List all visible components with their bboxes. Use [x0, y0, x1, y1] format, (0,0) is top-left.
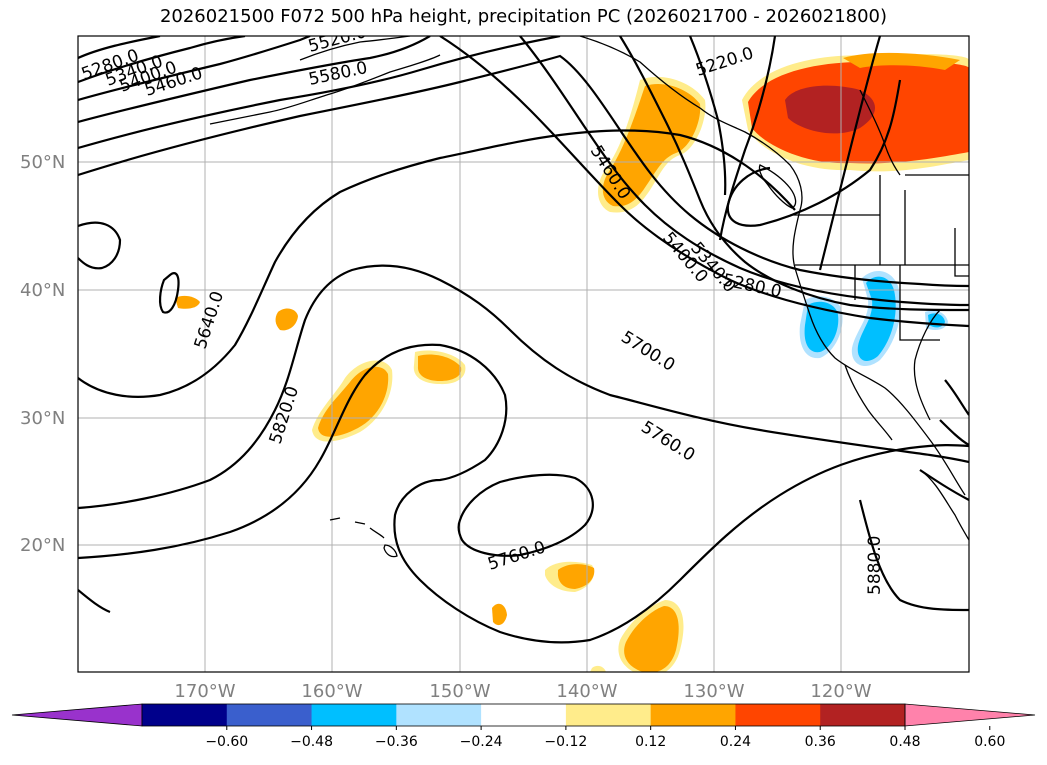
- colorbar-swatch: [311, 704, 397, 726]
- colorbar-swatch: [565, 704, 652, 726]
- colorbar-swatch: [142, 704, 228, 726]
- colorbar-swatch: [820, 704, 906, 726]
- lon-label: 140°W: [556, 681, 617, 702]
- colorbar-swatch: [481, 704, 567, 726]
- lon-label: 130°W: [683, 681, 744, 702]
- height-contours: [78, 36, 969, 644]
- colorbar-tick-label: −0.12: [544, 734, 587, 750]
- colorbar-swatch: [650, 704, 736, 726]
- graticule: [78, 36, 969, 672]
- colorbar-frame: [141, 703, 906, 727]
- lon-label: 150°W: [429, 681, 490, 702]
- coastlines: [209, 36, 969, 558]
- longitude-labels: 170°W 160°W 150°W 140°W 130°W 120°W: [174, 681, 871, 702]
- lon-label: 170°W: [174, 681, 235, 702]
- lat-label: 20°N: [20, 535, 65, 556]
- map-frame: [77, 35, 970, 673]
- colorbar-tick-label: 0.24: [720, 734, 751, 750]
- colorbar-tick-label: 0.48: [889, 734, 920, 750]
- colorbar-swatch: [735, 704, 821, 726]
- lon-label: 120°W: [810, 681, 871, 702]
- lon-label: 160°W: [301, 681, 362, 702]
- colorbar-tick-label: 0.12: [635, 734, 666, 750]
- map-title: 2026021500 F072 500 hPa height, precipit…: [159, 6, 888, 27]
- colorbar-tick-labels: −0.60 −0.48 −0.36 −0.24 −0.12 0.12 0.24 0.36 0.4…: [205, 726, 1005, 750]
- lat-label: 50°N: [20, 152, 65, 173]
- contour-label: 5880.0: [865, 536, 885, 595]
- colorbar-tick-label: −0.60: [205, 734, 248, 750]
- precip-shading: [175, 52, 969, 672]
- colorbar-extend-high: [904, 703, 1036, 727]
- colorbar-tick-label: 0.60: [974, 734, 1005, 750]
- colorbar: [11, 703, 1036, 727]
- colorbar-tick-label: −0.24: [460, 734, 503, 750]
- colorbar-extend-low: [11, 703, 143, 727]
- colorbar-swatch: [226, 704, 313, 726]
- latitude-labels: 50°N 40°N 30°N 20°N: [20, 152, 65, 556]
- colorbar-swatch: [396, 704, 482, 726]
- colorbar-tick-label: −0.36: [375, 734, 418, 750]
- lat-label: 40°N: [20, 280, 65, 301]
- lat-label: 30°N: [20, 408, 65, 429]
- colorbar-tick-label: 0.36: [805, 734, 836, 750]
- colorbar-tick-label: −0.48: [290, 734, 333, 750]
